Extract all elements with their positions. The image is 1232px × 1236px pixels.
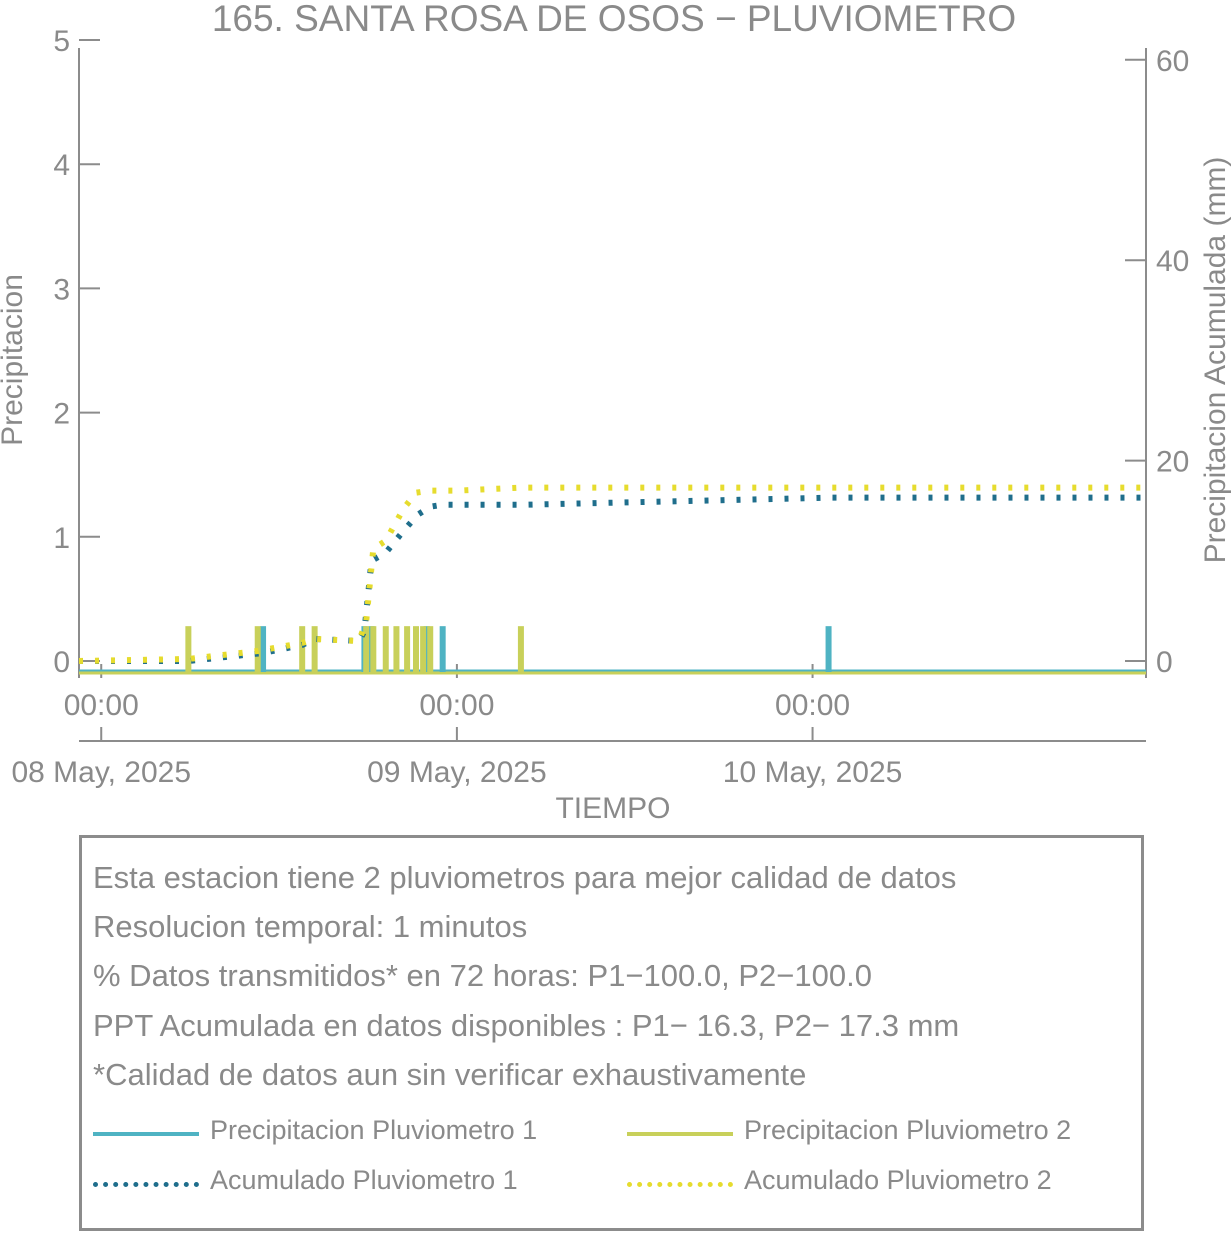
x-tick-date-label: 10 May, 2025 [723, 756, 903, 789]
accumulated-line [78, 484, 1146, 664]
precip-bar [393, 626, 400, 672]
precip-bar [517, 626, 524, 672]
precip-bar [185, 626, 192, 672]
right-tick-label: 60 [1156, 45, 1189, 78]
info-line-resolution: Resolucion temporal: 1 minutos [93, 909, 528, 944]
right-y-ticks: 0 20 40 60 [1125, 45, 1189, 679]
info-line-stations: Esta estacion tiene 2 pluviometros para … [93, 860, 957, 895]
precipitation-chart: 165. SANTA ROSA DE OSOS − PLUVIOMETRO Pr… [0, 0, 1232, 825]
left-y-ticks: 0 1 2 3 4 5 [53, 25, 100, 679]
plot-series [78, 484, 1146, 675]
precip-bar [423, 626, 430, 672]
x-tick-time-label: 00:00 [64, 689, 139, 722]
legend-swatch-accum-p1 [93, 1182, 199, 1187]
right-tick-label: 20 [1156, 446, 1189, 479]
precip-bar [370, 626, 377, 672]
info-box: Esta estacion tiene 2 pluviometros para … [79, 835, 1144, 1231]
x-tick-date-label: 09 May, 2025 [367, 756, 547, 789]
precip-bar [825, 626, 832, 672]
left-tick-label: 2 [53, 398, 70, 431]
left-y-axis-label: Precipitacion [0, 274, 29, 446]
legend-swatch-accum-p2 [627, 1182, 733, 1187]
x-tick-time-label: 00:00 [419, 689, 494, 722]
left-tick-label: 0 [53, 646, 70, 679]
legend-swatch-precip-p1 [93, 1132, 199, 1136]
right-y-axis-label: Precipitacion Acumulada (mm) [1199, 157, 1232, 564]
info-line-accumulated: PPT Acumulada en datos disponibles : P1−… [93, 1008, 960, 1043]
legend-label-accum-p2: Acumulado Pluviometro 2 [744, 1165, 1052, 1195]
x-tick-date-label: 08 May, 2025 [11, 756, 191, 789]
right-tick-label: 0 [1156, 646, 1173, 679]
precip-bar [420, 626, 427, 672]
legend-item-precip-p2: Precipitacion Pluviometro 2 [627, 1113, 1127, 1153]
x-tick-time-label: 00:00 [775, 689, 850, 722]
precip-bar [299, 626, 306, 672]
left-tick-label: 1 [53, 522, 70, 555]
x-ticks: 00:00 08 May, 2025 00:00 09 May, 2025 00:00 1… [11, 664, 902, 789]
precip-bar [382, 626, 389, 672]
left-tick-label: 5 [53, 25, 70, 58]
precip-bar [427, 626, 434, 672]
precip-bar [260, 626, 267, 672]
legend-label-precip-p1: Precipitacion Pluviometro 1 [210, 1115, 538, 1145]
precip-bar [311, 626, 318, 672]
precip-bar [412, 626, 419, 672]
precip-bar [363, 626, 370, 672]
legend-label-precip-p2: Precipitacion Pluviometro 2 [744, 1115, 1072, 1145]
info-line-transmitted: % Datos transmitidos* en 72 horas: P1−10… [93, 958, 872, 993]
chart-title: 165. SANTA ROSA DE OSOS − PLUVIOMETRO [212, 0, 1016, 39]
legend-item-accum-p2: Acumulado Pluviometro 2 [627, 1163, 1127, 1203]
legend-label-accum-p1: Acumulado Pluviometro 1 [210, 1165, 518, 1195]
precip-bar [439, 626, 446, 672]
info-line-quality-note: *Calidad de datos aun sin verificar exha… [93, 1057, 807, 1092]
left-tick-label: 3 [53, 273, 70, 306]
accumulated-line [79, 494, 1146, 664]
right-tick-label: 40 [1156, 245, 1189, 278]
precip-bar [404, 626, 411, 672]
legend-item-precip-p1: Precipitacion Pluviometro 1 [93, 1113, 593, 1153]
legend-item-accum-p1: Acumulado Pluviometro 1 [93, 1163, 593, 1203]
x-axis-label: TIEMPO [555, 792, 670, 825]
left-tick-label: 4 [53, 149, 70, 182]
legend-swatch-precip-p2 [627, 1132, 733, 1136]
